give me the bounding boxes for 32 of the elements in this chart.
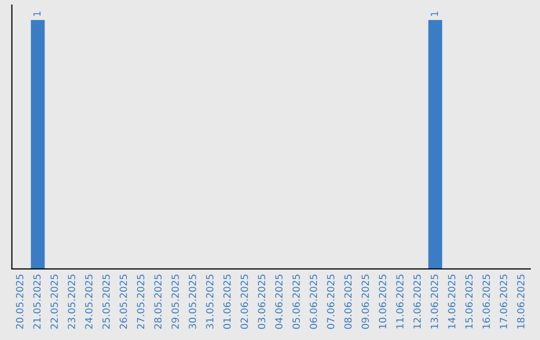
x-tick-label: 25.05.2025 <box>102 274 110 329</box>
data-label: 1 <box>430 12 438 16</box>
x-tick-label: 24.05.2025 <box>85 274 92 329</box>
x-tick-label: 08.06.2025 <box>344 274 352 329</box>
x-tick-label: 09.06.2025 <box>362 274 369 329</box>
x-tick-label: 28.05.2025 <box>154 274 162 329</box>
x-tick-label: 04.06.2025 <box>275 274 283 329</box>
x-tick-label: 07.06.2025 <box>327 274 334 329</box>
x-tick-label: 29.05.2025 <box>172 274 179 329</box>
x-tick-label: 30.05.2025 <box>188 274 196 329</box>
x-tick-label: 26.05.2025 <box>120 274 128 329</box>
x-tick-label: 05.06.2025 <box>292 274 300 329</box>
x-tick-label: 13.06.2025 <box>430 274 438 328</box>
x-tick-label: 27.05.2025 <box>136 274 144 329</box>
x-tick-label: 23.05.2025 <box>68 274 76 329</box>
x-tick-label: 01.06.2025 <box>223 274 231 329</box>
x-tick-label: 06.06.2025 <box>310 274 318 329</box>
x-tick-label: 31.05.2025 <box>206 274 214 329</box>
x-tick-label: 21.05.2025 <box>33 274 41 329</box>
x-tick-label: 14.06.2025 <box>448 274 456 328</box>
x-tick-label: 12.06.2025 <box>413 274 421 328</box>
x-tick-label: 20.05.2025 <box>16 274 24 329</box>
x-tick-label: 16.06.2025 <box>482 274 490 328</box>
x-tick-label: 15.06.2025 <box>465 274 473 328</box>
x-tick-label: 17.06.2025 <box>500 274 508 328</box>
x-tick-label: 03.06.2025 <box>258 274 266 329</box>
x-tick-label: 22.05.2025 <box>50 274 58 329</box>
x-tick-label: 02.06.2025 <box>240 274 248 329</box>
x-tick-label: 11.06.2025 <box>396 274 404 328</box>
x-tick-label: 10.06.2025 <box>378 274 386 328</box>
x-tick-label: 18.06.2025 <box>517 274 524 328</box>
data-label: 1 <box>33 12 40 16</box>
